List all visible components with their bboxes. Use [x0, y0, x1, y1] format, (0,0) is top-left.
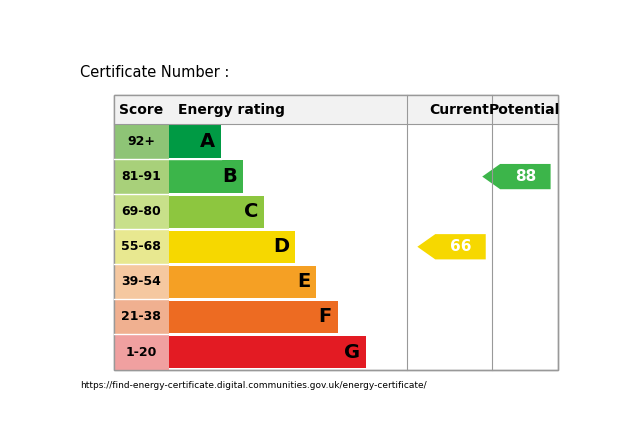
- Text: 1-20: 1-20: [125, 345, 157, 359]
- Bar: [169, 195, 264, 228]
- Text: 55-68: 55-68: [122, 240, 161, 253]
- Bar: [113, 95, 558, 124]
- Bar: [113, 229, 169, 264]
- Text: 21-38: 21-38: [122, 311, 161, 323]
- Text: Certificate Number :: Certificate Number :: [80, 65, 229, 80]
- Text: G: G: [344, 342, 360, 362]
- Text: 92+: 92+: [127, 135, 155, 148]
- Text: B: B: [222, 167, 237, 186]
- Text: Potential: Potential: [489, 103, 560, 117]
- Bar: [169, 336, 366, 368]
- Text: Energy rating: Energy rating: [179, 103, 285, 117]
- Text: https://find-energy-certificate.digital.communities.gov.uk/energy-certificate/: https://find-energy-certificate.digital.…: [80, 381, 427, 390]
- Polygon shape: [417, 234, 485, 260]
- Bar: [169, 125, 221, 158]
- Text: F: F: [319, 308, 332, 326]
- Text: E: E: [297, 272, 311, 291]
- Bar: [169, 266, 316, 298]
- Polygon shape: [482, 164, 551, 189]
- Bar: [113, 334, 169, 370]
- Text: 69-80: 69-80: [122, 205, 161, 218]
- Text: Current: Current: [430, 103, 489, 117]
- Bar: [113, 264, 169, 299]
- Bar: [113, 299, 169, 334]
- Text: C: C: [244, 202, 258, 221]
- Bar: [113, 95, 558, 370]
- Text: 39-54: 39-54: [122, 275, 161, 288]
- Bar: [169, 161, 242, 193]
- Text: D: D: [273, 237, 289, 256]
- Text: 81-91: 81-91: [122, 170, 161, 183]
- Bar: [113, 124, 169, 159]
- Bar: [169, 301, 338, 333]
- Text: 66: 66: [450, 239, 471, 254]
- Bar: [113, 95, 558, 370]
- Bar: [113, 159, 169, 194]
- Text: A: A: [200, 132, 215, 151]
- Bar: [169, 231, 295, 263]
- Text: Score: Score: [119, 103, 163, 117]
- Text: 88: 88: [515, 169, 536, 184]
- Bar: [113, 194, 169, 229]
